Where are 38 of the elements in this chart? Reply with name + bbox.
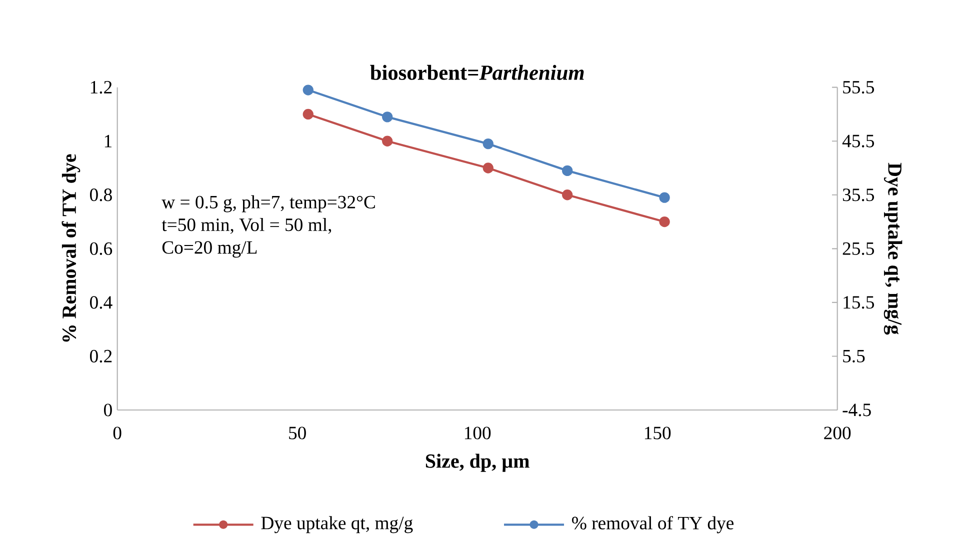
y-tick-label: 1 [104,134,112,148]
annotation: Co=20 mg/L [162,241,257,258]
x-tick-label: 200 [824,426,851,440]
point [562,165,573,176]
y-tick-label: 0.8 [90,188,112,202]
annotation: w = 0.5 g, ph=7, temp=32°C [162,195,375,212]
point [302,108,314,120]
y2-tick-label: 15.5 [844,296,874,309]
y-tick-label: 0.6 [90,242,112,256]
point [562,190,573,200]
y2-tick-label: 35.5 [842,188,874,202]
y2-axis-title: Dye uptake qt, mg/g [884,162,902,335]
point [382,112,393,122]
y2-tick-label: 55.5 [843,81,874,94]
point [302,84,314,96]
y2-tick-label: 25.5 [842,242,874,255]
x-tick-label: 0 [113,426,122,440]
y-tick-label: 0 [104,404,112,416]
legend-label: Dye uptake qt, mg/g [261,516,413,534]
x-tick-label: 150 [644,426,671,440]
y-tick-label: 0.4 [90,296,112,309]
y2-tick-label: 5.5 [843,350,865,362]
point [659,192,670,203]
x-tick-label: 50 [289,426,306,440]
x-axis-title: Size, dp, µm [426,454,530,472]
point [482,138,494,150]
y-tick-label: 1.2 [90,81,112,94]
y2-tick-label: 45.5 [842,134,874,148]
point [659,216,670,228]
annotation: t=50 min, Vol = 50 ml, [162,218,332,234]
y-axis-title: % Removal of TY dye [62,154,80,342]
point [382,136,393,146]
y2-tick-label: -4.5 [842,404,871,416]
x-tick-label: 100 [464,426,491,440]
chart-title: biosorbent=Parthenium [370,64,584,80]
y-tick-label: 0.2 [90,350,112,363]
legend-label: % removal of TY dye [572,516,734,534]
point [482,162,494,174]
